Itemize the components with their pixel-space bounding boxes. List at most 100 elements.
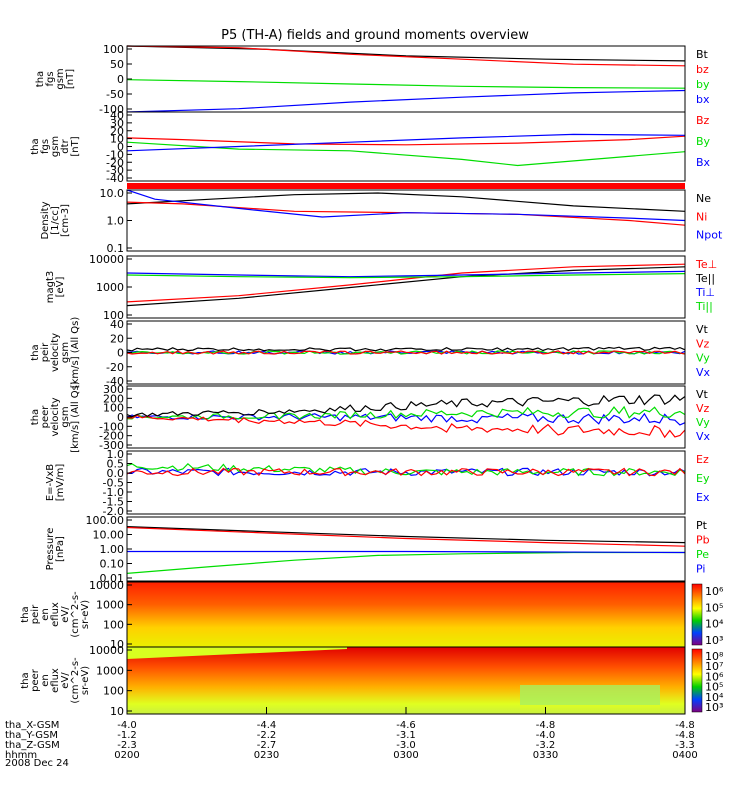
y-axis-label: E=-VxB <box>45 464 56 501</box>
panel-background <box>127 451 685 514</box>
series-line-Vz <box>126 350 686 355</box>
y-tick-label: 0 <box>117 347 124 360</box>
legend-entry: Bz <box>696 114 710 127</box>
series-line-Vz <box>126 414 686 439</box>
y-axis-label: fgs <box>40 139 51 154</box>
x-axis-row-label: tha_Z-GSM <box>5 740 60 751</box>
y-tick-label: -100 <box>99 420 124 433</box>
legend-entry: Pb <box>696 534 710 547</box>
y-tick-label: -2.0 <box>103 505 124 518</box>
y-axis-label: Pressure <box>45 528 56 571</box>
x-tick-label: -2.3 <box>117 740 137 751</box>
y-axis-label: en <box>40 674 51 687</box>
y-axis-label: velocity <box>50 397 61 436</box>
y-tick-label: 0.01 <box>100 572 125 585</box>
series-line-By <box>126 141 686 167</box>
y-tick-label: -10 <box>106 148 124 161</box>
y-tick-label: 10.00 <box>93 529 125 542</box>
colorbar-tick-label: 10³ <box>705 701 723 714</box>
x-tick-label: -2.7 <box>257 740 277 751</box>
y-tick-label: 30 <box>110 117 124 130</box>
y-axis-label: [nT] <box>70 136 81 156</box>
spectrogram-patch <box>520 685 660 705</box>
y-tick-label: 0.0 <box>107 467 125 480</box>
legend-entry: Vx <box>696 366 711 379</box>
y-axis-label: dtr <box>60 138 71 153</box>
x-axis-row-label: tha_Y-GSM <box>5 730 58 741</box>
legend-entry: by <box>696 78 710 91</box>
spectrogram-band <box>127 647 347 659</box>
x-axis-date: 2008 Dec 24 <box>5 758 69 769</box>
legend-entry: Bt <box>696 48 709 61</box>
series-line-Bx <box>126 133 686 152</box>
y-tick-label: 20 <box>110 125 124 138</box>
y-tick-label: -300 <box>99 439 124 452</box>
y-axis-label: [nPa] <box>55 536 66 562</box>
series-line-bx <box>126 89 686 113</box>
series-line-Te⊥ <box>126 263 686 303</box>
y-tick-label: -20 <box>106 361 124 374</box>
panel-background <box>127 517 685 581</box>
y-axis-label: eflux <box>50 668 61 693</box>
panel-background <box>127 256 685 318</box>
colorbar-tick-label: 10⁶ <box>705 670 724 683</box>
legend-entry: Vt <box>696 388 709 401</box>
x-tick-label: -4.8 <box>536 720 556 731</box>
y-tick-label: 40 <box>110 318 124 331</box>
separator-band <box>127 183 685 189</box>
y-tick-label: 1000 <box>96 599 124 612</box>
y-axis-label: [km/s] (All Qs) <box>70 381 81 453</box>
x-axis-row-label: tha_X-GSM <box>5 720 59 731</box>
series-line-Ti|| <box>126 273 686 279</box>
colorbar-tick-label: 10⁷ <box>705 660 723 673</box>
y-tick-label: 200 <box>103 392 124 405</box>
y-tick-label: 10000 <box>89 253 124 266</box>
y-axis-label: eflux <box>50 602 61 627</box>
y-tick-label: 10000 <box>89 579 124 592</box>
colorbar-tick-label: 10⁴ <box>705 691 724 704</box>
y-tick-label: 1000 <box>96 281 124 294</box>
y-tick-label: -1.5 <box>103 496 124 509</box>
y-axis-label: magt3 <box>45 271 56 304</box>
y-axis-label: fgs <box>45 71 56 86</box>
y-tick-label: 0.10 <box>100 558 125 571</box>
panel-background <box>127 190 685 251</box>
y-tick-label: -40 <box>106 375 124 388</box>
y-tick-label: 40 <box>110 109 124 122</box>
y-axis-label: tha <box>30 409 41 425</box>
x-tick-label: 0200 <box>114 750 139 761</box>
colorbar-tick-label: 10⁵ <box>705 681 723 694</box>
legend-entry: Ni <box>696 210 707 223</box>
x-tick-label: -3.1 <box>396 730 416 741</box>
y-axis-label: sr-eV) <box>80 666 91 695</box>
y-tick-label: 10 <box>110 133 124 146</box>
y-tick-label: 1.00 <box>100 543 125 556</box>
y-tick-label: 10 <box>110 638 124 651</box>
legend-entry: Vz <box>696 402 710 415</box>
colorbar-tick-label: 10³ <box>705 634 723 647</box>
y-axis-label: [mV/m] <box>55 464 66 502</box>
y-axis-label: sr-eV) <box>80 600 91 629</box>
series-line-Bt <box>126 45 686 62</box>
panel-background <box>127 112 685 181</box>
x-tick-label: -3.2 <box>536 740 556 751</box>
series-line-bz <box>126 45 686 67</box>
y-tick-label: 10000 <box>89 644 124 657</box>
colorbar <box>691 648 703 713</box>
x-tick-label: -2.2 <box>257 730 277 741</box>
y-axis-label: velocity <box>50 333 61 372</box>
x-tick-label: -4.8 <box>675 720 695 731</box>
x-tick-label: -4.8 <box>675 730 695 741</box>
series-line-Vt <box>126 346 686 352</box>
x-tick-label: -3.0 <box>396 740 416 751</box>
y-tick-label: 0 <box>117 73 124 86</box>
legend-entry: Npot <box>696 229 723 242</box>
y-axis-label: eV/ <box>60 606 71 623</box>
colorbar-tick-label: 10⁶ <box>705 585 724 598</box>
legend-entry: bx <box>696 93 710 106</box>
series-line-Ti⊥ <box>126 270 686 278</box>
y-tick-label: 1.0 <box>107 448 125 461</box>
y-axis-label: [nT] <box>65 69 76 89</box>
y-axis-label: (cm^2-s- <box>70 591 81 638</box>
